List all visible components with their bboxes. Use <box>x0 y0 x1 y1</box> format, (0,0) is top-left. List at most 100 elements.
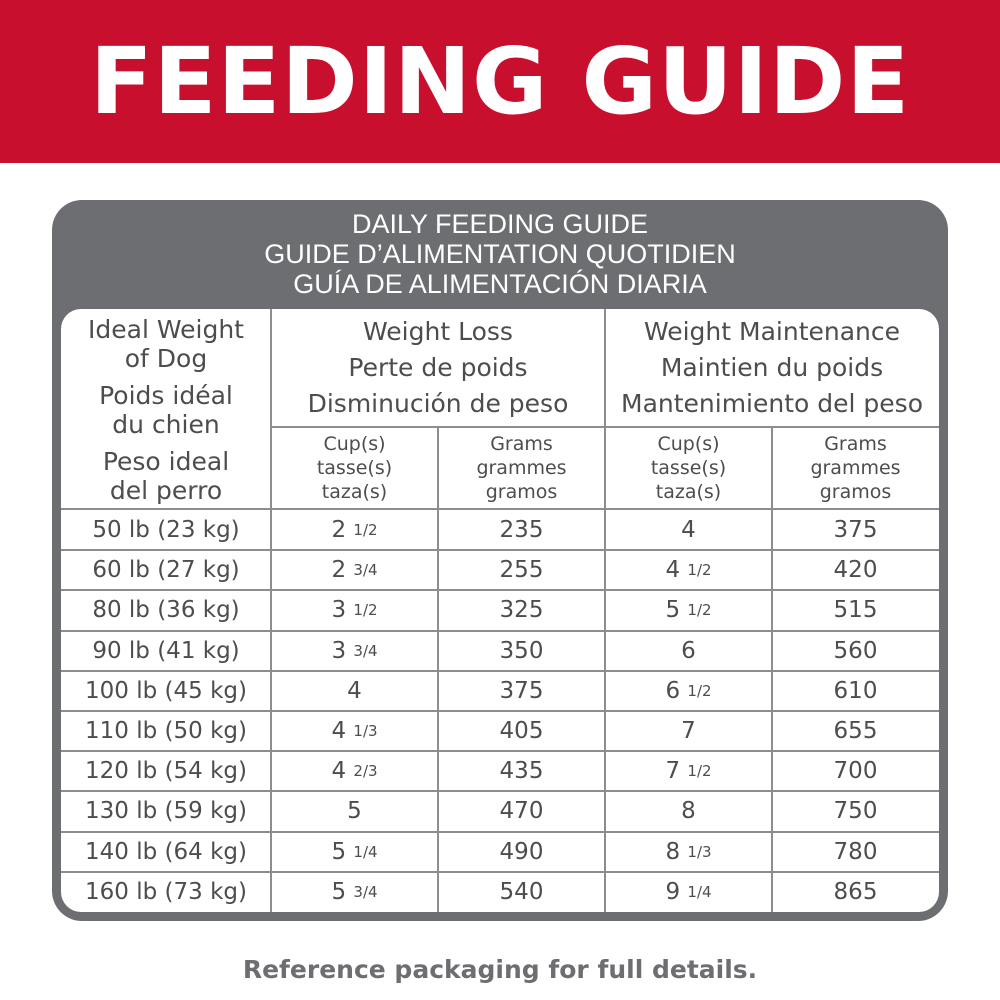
header-line: gramos <box>819 481 892 503</box>
cup-whole: 6 <box>665 677 681 704</box>
cup-fraction: 1/2 <box>687 601 712 620</box>
header-line: Disminución de peso <box>307 389 569 418</box>
weight-cell: 90 lb (41 kg) <box>92 637 240 664</box>
cup-fraction: 2/3 <box>353 762 378 781</box>
weight-cell: 140 lb (64 kg) <box>85 838 247 865</box>
loss-grams-cell: 405 <box>499 718 544 745</box>
cup-whole: 2 <box>331 557 347 584</box>
weight-cell: 130 lb (59 kg) <box>85 798 247 825</box>
maint-grams-cell: 750 <box>833 798 878 825</box>
weight-maintenance-header: Weight Maintenance Maintien du poids Man… <box>605 309 939 427</box>
header-line: of Dog <box>124 344 208 373</box>
header-line: Weight Maintenance <box>643 317 901 346</box>
column-divider <box>604 309 606 912</box>
maint-cups-cell: 7 <box>605 711 772 751</box>
row-divider <box>61 629 939 632</box>
cup-fraction: 1/2 <box>353 601 378 620</box>
column-divider <box>437 427 439 912</box>
header-line: tasse(s) <box>316 457 393 479</box>
row-divider <box>61 790 939 793</box>
maint-cups-cell: 8 <box>605 791 772 831</box>
footnote: Reference packaging for full details. <box>242 955 758 984</box>
cup-whole: 8 <box>681 798 696 825</box>
panel-heading-line: GUÍA DE ALIMENTACIÓN DIARIA <box>293 269 707 299</box>
maint-grams-cell: 515 <box>833 597 878 624</box>
header-line: Peso ideal <box>102 447 230 476</box>
weight-cell: 80 lb (36 kg) <box>92 597 240 624</box>
feeding-guide-panel: DAILY FEEDING GUIDE GUIDE D’ALIMENTATION… <box>52 200 948 921</box>
header-line: grammes <box>476 457 567 479</box>
loss-cups-cell: 3 3/4 <box>271 631 438 671</box>
cup-whole: 5 <box>347 798 362 825</box>
weight-cell: 110 lb (50 kg) <box>85 718 247 745</box>
loss-cups-cell: 4 1/3 <box>271 711 438 751</box>
cup-whole: 5 <box>331 838 347 865</box>
weight-cell: 50 lb (23 kg) <box>92 517 240 544</box>
header-line: Perte de poids <box>348 353 528 382</box>
cup-fraction: 3/4 <box>353 561 378 580</box>
header-line: grammes <box>810 457 901 479</box>
cup-whole: 4 <box>331 758 347 785</box>
panel-heading: DAILY FEEDING GUIDE GUIDE D’ALIMENTATION… <box>52 209 948 299</box>
weight-cell: 60 lb (27 kg) <box>92 557 240 584</box>
loss-cups-cell: 5 1/4 <box>271 832 438 872</box>
weight-cell: 100 lb (45 kg) <box>85 677 247 704</box>
header-line: Grams <box>490 433 553 455</box>
loss-grams-cell: 540 <box>499 878 544 905</box>
cup-whole: 4 <box>681 517 696 544</box>
cup-fraction: 3/4 <box>353 882 378 901</box>
header-line: Cup(s) <box>323 433 386 455</box>
cup-whole: 4 <box>665 557 681 584</box>
loss-cups-cell: 3 1/2 <box>271 590 438 630</box>
cup-whole: 2 <box>331 517 347 544</box>
row-divider <box>61 669 939 672</box>
maint-grams-cell: 655 <box>833 718 878 745</box>
cup-fraction: 1/2 <box>687 681 712 700</box>
header-line: Grams <box>824 433 887 455</box>
loss-grams-cell: 255 <box>499 557 544 584</box>
title-banner: FEEDING GUIDE <box>0 0 1000 163</box>
loss-grams-cell: 490 <box>499 838 544 865</box>
weight-column-header: Ideal Weight of Dog Poids idéal du chien… <box>61 309 271 509</box>
loss-cups-header: Cup(s) tasse(s) taza(s) <box>271 427 438 509</box>
row-divider <box>61 589 939 592</box>
loss-grams-cell: 325 <box>499 597 544 624</box>
cup-fraction: 3/4 <box>353 641 378 660</box>
header-line: taza(s) <box>321 481 388 503</box>
weight-loss-header: Weight Loss Perte de poids Disminución d… <box>271 309 605 427</box>
loss-cups-cell: 2 1/2 <box>271 510 438 550</box>
cup-fraction: 1/4 <box>353 842 378 861</box>
column-divider <box>771 427 773 912</box>
page-title: FEEDING GUIDE <box>89 27 911 135</box>
cup-whole: 4 <box>347 677 362 704</box>
cup-whole: 3 <box>331 637 347 664</box>
header-line: tasse(s) <box>650 457 727 479</box>
maint-grams-header: Grams grammes gramos <box>772 427 939 509</box>
weight-cell: 120 lb (54 kg) <box>85 758 247 785</box>
maint-cups-cell: 4 <box>605 510 772 550</box>
feeding-table: Ideal Weight of Dog Poids idéal du chien… <box>61 309 939 912</box>
loss-grams-cell: 235 <box>499 517 544 544</box>
column-divider <box>270 309 272 912</box>
maint-grams-cell: 780 <box>833 838 878 865</box>
header-line: Maintien du poids <box>660 353 884 382</box>
maint-cups-cell: 9 1/4 <box>605 872 772 912</box>
cup-fraction: 1/3 <box>353 722 378 741</box>
loss-grams-cell: 350 <box>499 637 544 664</box>
maint-cups-cell: 6 <box>605 631 772 671</box>
loss-grams-cell: 470 <box>499 798 544 825</box>
row-divider <box>61 710 939 712</box>
cup-fraction: 1/2 <box>353 521 378 540</box>
loss-grams-cell: 435 <box>499 758 544 785</box>
maint-grams-cell: 375 <box>833 517 878 544</box>
loss-cups-cell: 2 3/4 <box>271 550 438 590</box>
loss-grams-header: Grams grammes gramos <box>438 427 605 509</box>
row-divider <box>61 830 939 833</box>
cup-fraction: 1/3 <box>687 842 712 861</box>
loss-cups-cell: 5 3/4 <box>271 872 438 912</box>
cup-whole: 7 <box>665 758 681 785</box>
header-line: Weight Loss <box>363 317 513 346</box>
cup-whole: 8 <box>665 838 681 865</box>
header-line: Poids idéal <box>99 381 233 410</box>
header-line: Mantenimiento del peso <box>621 389 923 418</box>
